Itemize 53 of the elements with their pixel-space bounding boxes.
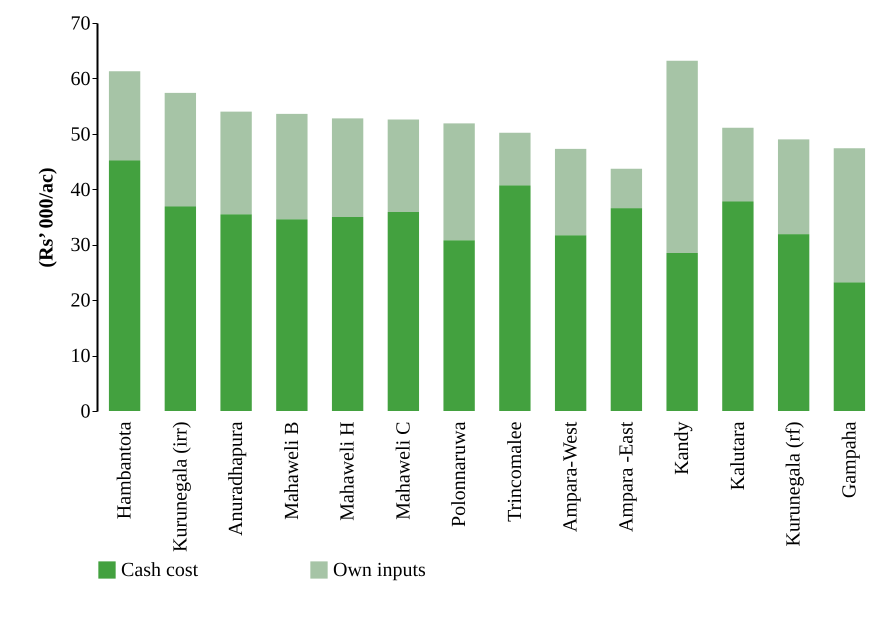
bar — [388, 119, 420, 212]
bar — [666, 60, 698, 254]
x-tick-label: Kandy — [671, 422, 694, 475]
bar — [778, 139, 810, 234]
bar — [834, 148, 866, 282]
y-tick-label: 70 — [70, 12, 90, 34]
y-tick-label: 20 — [70, 290, 90, 312]
x-tick-label: Gampaha — [838, 421, 860, 498]
bar — [666, 253, 698, 411]
x-tick-label: Trincomalee — [504, 421, 526, 522]
x-tick-label: Ampara -East — [615, 421, 638, 532]
x-tick-label: Kurunegala (irr) — [169, 422, 192, 552]
bar — [610, 168, 642, 208]
bar — [332, 217, 364, 411]
bar — [108, 160, 140, 411]
y-tick-label: 40 — [70, 178, 90, 201]
y-tick-label: 10 — [70, 345, 90, 368]
y-tick-label: 0 — [80, 400, 90, 422]
bar — [443, 123, 475, 240]
x-tick-label: Kurunegala (rf) — [782, 422, 805, 546]
x-tick-label: Kalutara — [726, 421, 749, 490]
x-tick-label: Mahaweli B — [280, 422, 303, 520]
bar — [220, 214, 252, 411]
x-tick-label: Polonnaruwa — [448, 421, 470, 528]
legend-label: Own inputs — [333, 559, 426, 581]
bar — [722, 201, 754, 411]
x-tick-label: Mahaweli H — [336, 422, 359, 521]
y-axis-title: (Rs’ 000/ac) — [36, 167, 58, 268]
bar — [276, 114, 308, 220]
bar — [164, 92, 196, 206]
y-tick-label: 30 — [70, 234, 90, 256]
bar — [610, 208, 642, 411]
bar — [108, 71, 140, 160]
bar — [388, 212, 420, 411]
bar — [276, 219, 308, 411]
x-tick-label: Hambantota — [114, 421, 136, 520]
bar — [778, 234, 810, 411]
x-tick-label: Anuradhapura — [225, 421, 248, 536]
bar — [499, 185, 531, 411]
y-tick-label: 60 — [70, 68, 90, 90]
x-tick-label: Mahaweli C — [392, 422, 414, 520]
bar — [220, 112, 252, 214]
bar — [834, 282, 866, 411]
bar — [332, 118, 364, 217]
y-tick-label: 50 — [70, 123, 90, 146]
bar — [443, 240, 475, 411]
bar — [722, 128, 754, 202]
bar — [554, 148, 586, 236]
bar — [554, 235, 586, 411]
bar — [164, 206, 196, 411]
bar — [499, 132, 531, 186]
legend-label: Cash cost — [121, 559, 199, 581]
x-tick-label: Ampara-West — [560, 421, 582, 532]
